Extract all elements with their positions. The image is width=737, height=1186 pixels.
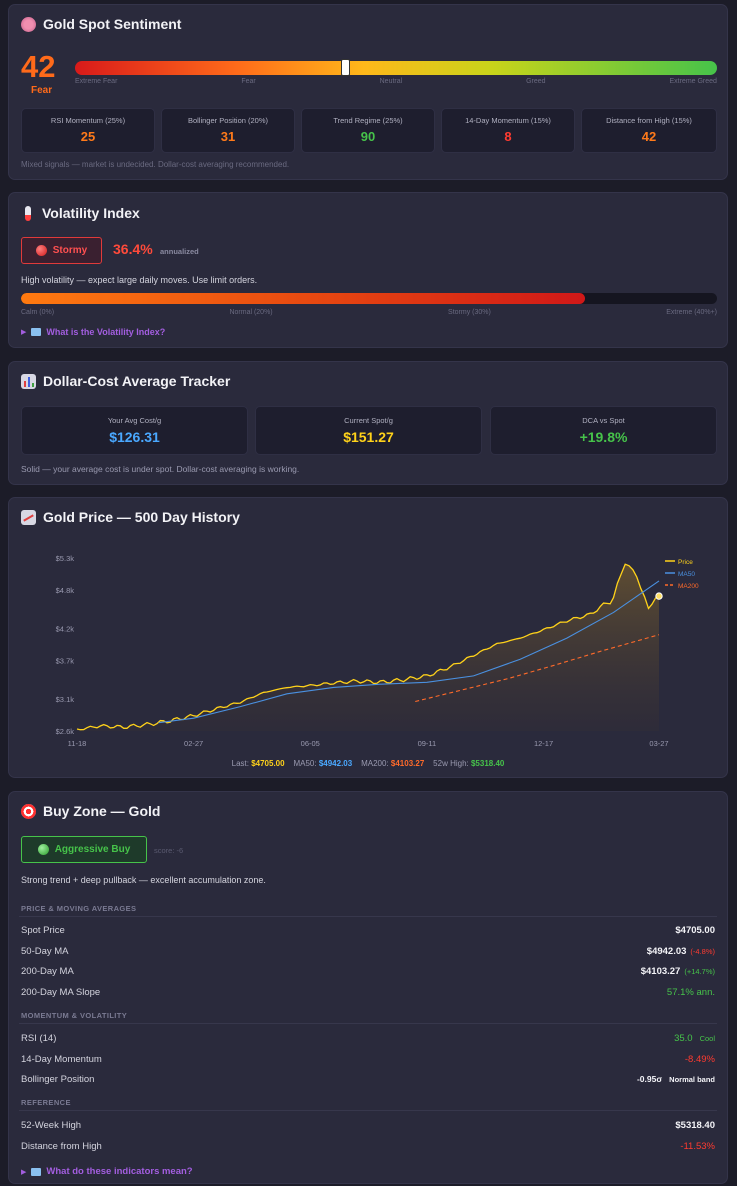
row-200day-ma: 200-Day MA $4103.27 (+14.7%) [21,965,715,977]
x-tick-label: 09-11 [418,739,437,748]
dca-note: Solid — your average cost is under spot.… [21,464,300,474]
metric-box: Distance from High (15%) 42 [581,108,717,153]
x-tick-label: 03-27 [649,739,668,748]
dca-vs-spot-card: DCA vs Spot +19.8% [490,406,717,455]
metric-box: Bollinger Position (20%) 31 [161,108,295,153]
chart-increasing-icon [21,509,36,525]
volatility-card: Volatility Index Stormy 36.4% annualized… [8,192,728,348]
volatility-unit: annualized [160,247,199,256]
price-line [76,563,660,731]
gauge-marker [340,59,350,76]
x-tick-label: 11-18 [68,739,87,748]
history-card: Gold Price — 500 Day History $5.3k $4.8k $… [8,497,728,778]
metric-box: RSI Momentum (25%) 25 [21,108,155,153]
footer-ma200-value: $4103.27 [390,759,425,768]
sentiment-note: Mixed signals — market is undecided. Dol… [21,160,290,169]
volatility-title: Volatility Index [21,205,140,221]
dca-title: Dollar-Cost Average Tracker [21,373,230,389]
volatility-scale: Calm (0%) Normal (20%) Stormy (30%) Extr… [21,309,717,316]
history-title: Gold Price — 500 Day History [21,509,240,525]
y-tick-label: $4.2k [56,624,75,633]
book-icon [31,328,42,336]
buyzone-badge: Aggressive Buy [21,836,147,863]
sentiment-score: 42 [21,49,56,84]
legend-label: MA200 [678,583,699,590]
ma200-line [415,634,660,703]
metric-box: 14-Day Momentum (15%) 8 [441,108,575,153]
x-tick-label: 02-27 [184,739,203,748]
footer-ma50-value: $4942.03 [318,759,353,768]
row-bollinger: Bollinger Position -0.95σ Normal band [21,1073,715,1085]
expand-triangle-icon: ▶ [21,329,27,336]
section-header: MOMENTUM & VOLATILITY [21,1011,128,1020]
volatility-description: High volatility — expect large daily mov… [21,275,258,285]
buyzone-description: Strong trend + deep pullback — excellent… [21,875,266,885]
y-tick-label: $3.1k [56,695,75,704]
row-distance-high: Distance from High -11.53% [21,1140,715,1152]
y-tick-label: $3.7k [56,657,75,666]
spot-card: Current Spot/g $151.27 [255,406,482,455]
sentiment-gauge [75,61,717,75]
sentiment-title: Gold Spot Sentiment [21,16,181,32]
footer-last-value: $4705.00 [251,759,285,768]
brain-icon [21,16,36,32]
metric-value: 8 [504,129,512,144]
volatility-bar [21,293,717,304]
dca-card: Dollar-Cost Average Tracker Your Avg Cos… [8,361,728,485]
legend-label: MA50 [678,571,695,578]
sentiment-card: Gold Spot Sentiment 42 Fear Extreme Fear… [8,4,728,180]
last-price-point [655,592,663,600]
legend-label: Price [678,559,693,566]
metric-box: Trend Regime (25%) 90 [301,108,435,153]
footer-high-value: $5318.40 [470,759,505,768]
x-tick-label: 12-17 [534,739,553,748]
row-ma-slope: 200-Day MA Slope 57.1% ann. [21,986,715,998]
red-circle-icon [35,245,47,256]
row-rsi: RSI (14) 35.0 Cool [21,1032,715,1044]
metric-value: 25 [80,129,96,144]
metric-value: 31 [220,129,236,144]
price-chart: $5.3k $4.8k $4.2k $3.7k $3.1k $2.6k 11-18 02-2… [56,554,699,748]
buyzone-title: Buy Zone — Gold [21,803,160,819]
volatility-info-link[interactable]: ▶ What is the Volatility Index? [21,327,166,337]
y-tick-label: $5.3k [56,554,75,563]
book-icon [31,1167,42,1176]
row-50day-ma: 50-Day MA $4942.03 (-4.8%) [21,945,715,957]
indicators-info-link[interactable]: ▶ What do these indicators mean? [21,1166,193,1177]
metric-value: 42 [641,129,657,144]
divider [19,1110,717,1111]
avg-cost-card: Your Avg Cost/g $126.31 [21,406,248,455]
row-14day-momentum: 14-Day Momentum -8.49% [21,1053,715,1065]
volatility-bar-fill [21,293,585,304]
thermometer-icon [25,205,31,221]
row-spot-price: Spot Price $4705.00 [21,924,715,936]
divider [19,916,717,917]
volatility-badge: Stormy [21,237,102,264]
sentiment-label: Fear [31,85,53,96]
expand-triangle-icon: ▶ [21,1168,27,1176]
x-tick-label: 06-05 [301,739,320,748]
divider [19,1023,717,1024]
bar-chart-icon [21,373,36,389]
section-header: PRICE & MOVING AVERAGES [21,904,137,913]
gauge-scale: Extreme Fear Fear Neutral Greed Extreme … [75,78,717,85]
price-area [77,564,659,731]
buyzone-score: score: -6 [154,846,184,855]
green-circle-icon [37,844,49,855]
y-tick-label: $4.8k [56,586,75,595]
volatility-value: 36.4% [113,241,153,257]
row-52week-high: 52-Week High $5318.40 [21,1119,715,1131]
chart-footer: Last: $4705.00 MA50: $4942.03 MA200: $41… [231,759,505,768]
section-header: REFERENCE [21,1098,71,1107]
buyzone-card: Buy Zone — Gold Aggressive Buy score: -6… [8,791,728,1184]
metric-value: 90 [360,129,376,144]
y-tick-label: $2.6k [56,727,75,736]
ma50-line [158,580,660,724]
target-icon [21,803,36,819]
